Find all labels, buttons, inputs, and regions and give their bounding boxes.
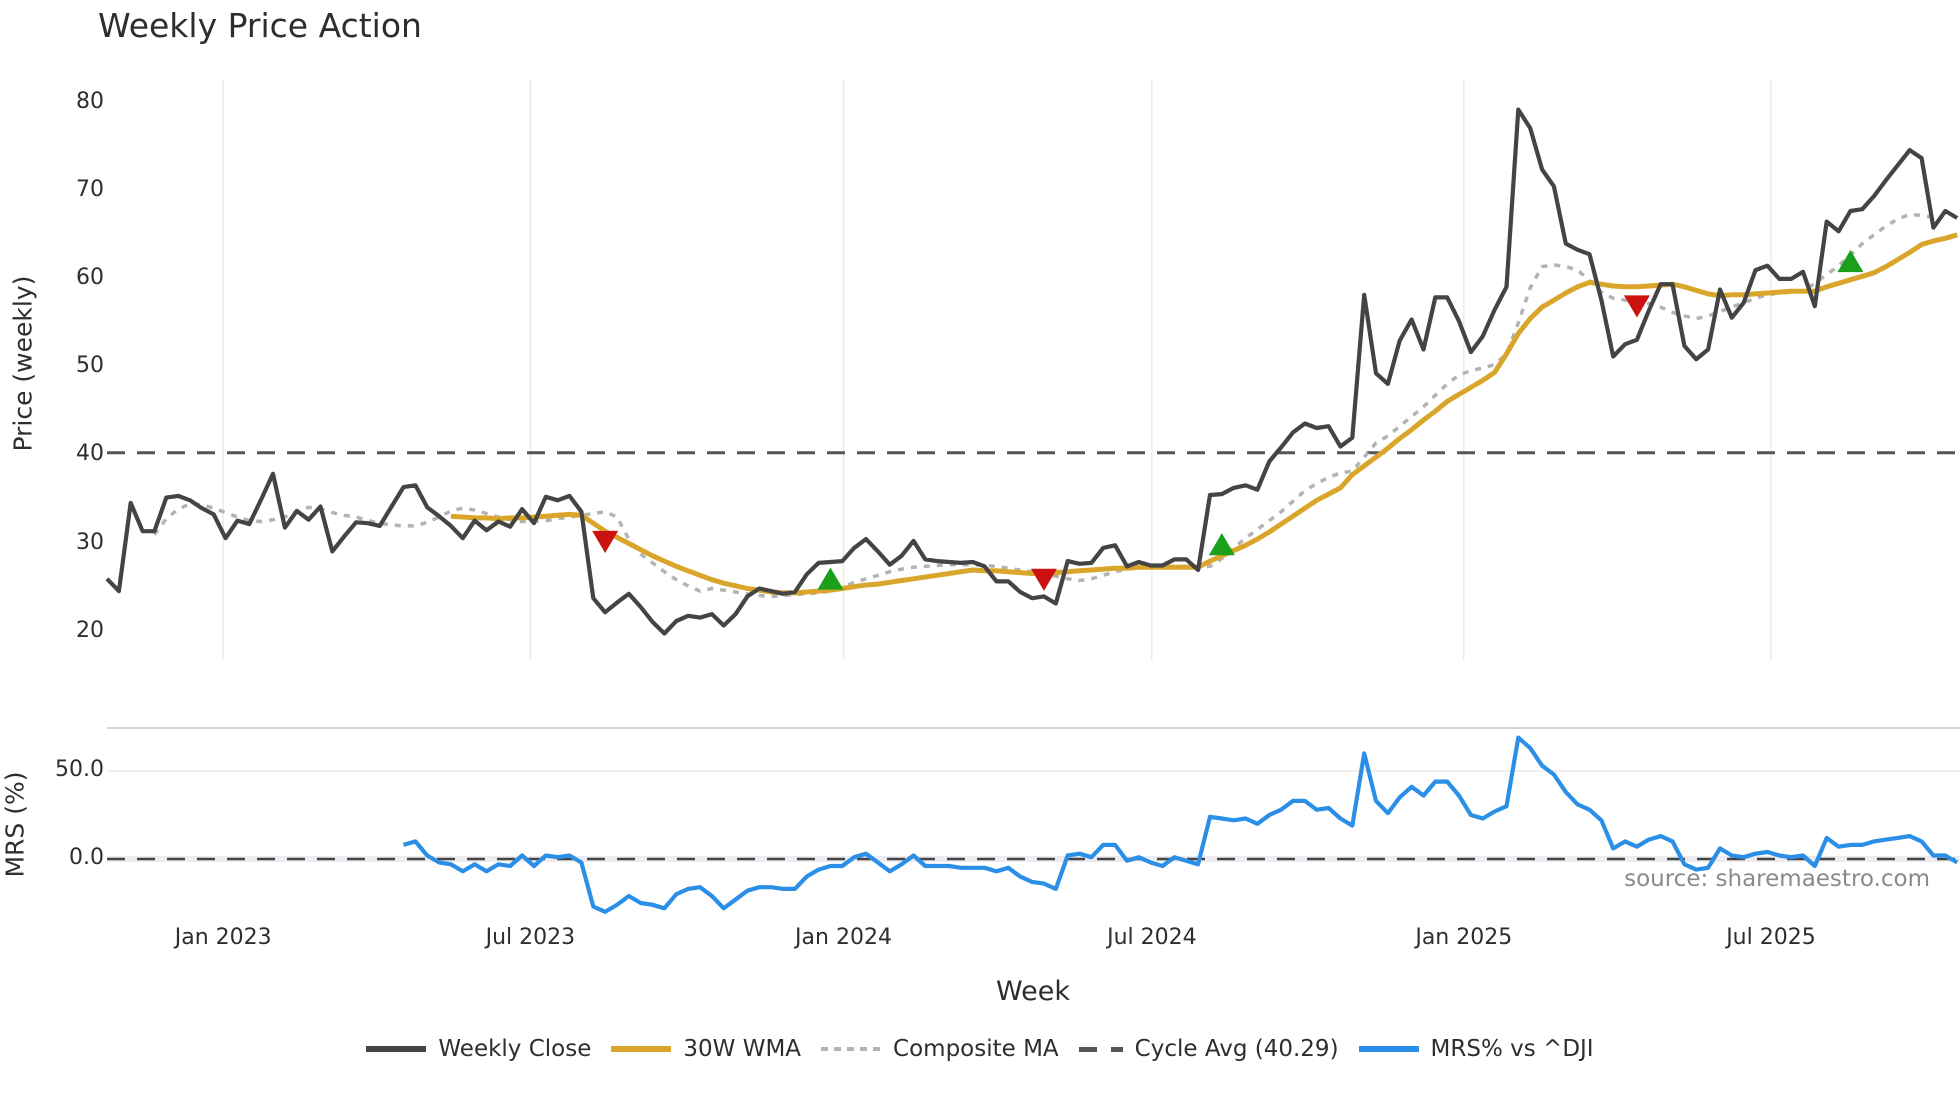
mrs-panel	[107, 735, 1960, 914]
price-y-tick: 80	[76, 88, 104, 114]
x-tick-label: Jan 2025	[1415, 925, 1513, 950]
legend-label: MRS% vs ^DJI	[1430, 1036, 1594, 1062]
weekly-close-swatch-icon	[366, 1046, 427, 1052]
gridlines	[107, 80, 1960, 772]
signal-markers	[592, 250, 1864, 591]
x-tick-label: Jul 2023	[485, 925, 576, 950]
legend-item-30w-wma[interactable]: 30W WMA	[611, 1036, 801, 1062]
mrs-swatch-icon	[1358, 1046, 1419, 1052]
legend-item-cycle-avg[interactable]: Cycle Avg (40.29)	[1078, 1036, 1339, 1062]
legend-item-composite-ma[interactable]: Composite MA	[821, 1036, 1059, 1062]
legend: Weekly Close 30W WMA Composite MA Cycle …	[0, 1036, 1960, 1062]
source-attribution: source: sharemaestro.com	[1624, 866, 1930, 892]
x-tick-label: Jul 2025	[1726, 925, 1816, 950]
wma-swatch-icon	[611, 1046, 672, 1052]
price-y-tick: 50	[76, 353, 104, 379]
legend-label: Cycle Avg (40.29)	[1134, 1036, 1339, 1062]
price-y-tick: 30	[76, 529, 104, 555]
mrs-y-tick: 50.0	[55, 757, 104, 782]
price-y-tick: 60	[76, 264, 104, 290]
legend-label: Composite MA	[893, 1036, 1059, 1062]
legend-item-weekly-close[interactable]: Weekly Close	[366, 1036, 591, 1062]
sell-signal-triangle-down-icon	[592, 530, 619, 553]
buy-signal-triangle-up-icon	[1208, 533, 1235, 556]
composite-ma-swatch-icon	[821, 1047, 882, 1051]
price-y-tick: 40	[76, 441, 104, 467]
cycle-avg-swatch-icon	[1078, 1046, 1123, 1052]
price-panel	[105, 107, 1960, 636]
sell-signal-triangle-down-icon	[1623, 295, 1650, 318]
chart-title: Weekly Price Action	[98, 6, 422, 45]
mrs-line	[402, 735, 1959, 914]
legend-label: 30W WMA	[683, 1036, 802, 1062]
mrs-y-tick: 0.0	[69, 845, 104, 870]
price-axis-label: Price (weekly)	[8, 275, 38, 452]
legend-item-mrs[interactable]: MRS% vs ^DJI	[1358, 1036, 1594, 1062]
x-tick-label: Jan 2023	[174, 925, 272, 950]
price-y-tick: 70	[76, 176, 104, 202]
buy-signal-triangle-up-icon	[1837, 250, 1864, 273]
composite-ma-line	[152, 212, 1934, 599]
sell-signal-triangle-down-icon	[1030, 568, 1057, 591]
weekly-close-line	[105, 107, 1959, 636]
buy-signal-triangle-up-icon	[817, 567, 844, 590]
mrs-axis-label: MRS (%)	[0, 771, 30, 878]
x-tick-label: Jul 2024	[1107, 925, 1197, 950]
wma-line	[450, 232, 1958, 596]
x-tick-label: Jan 2024	[795, 925, 892, 950]
price-y-tick: 20	[76, 617, 104, 643]
x-axis-label: Week	[996, 976, 1070, 1007]
legend-label: Weekly Close	[438, 1036, 592, 1062]
